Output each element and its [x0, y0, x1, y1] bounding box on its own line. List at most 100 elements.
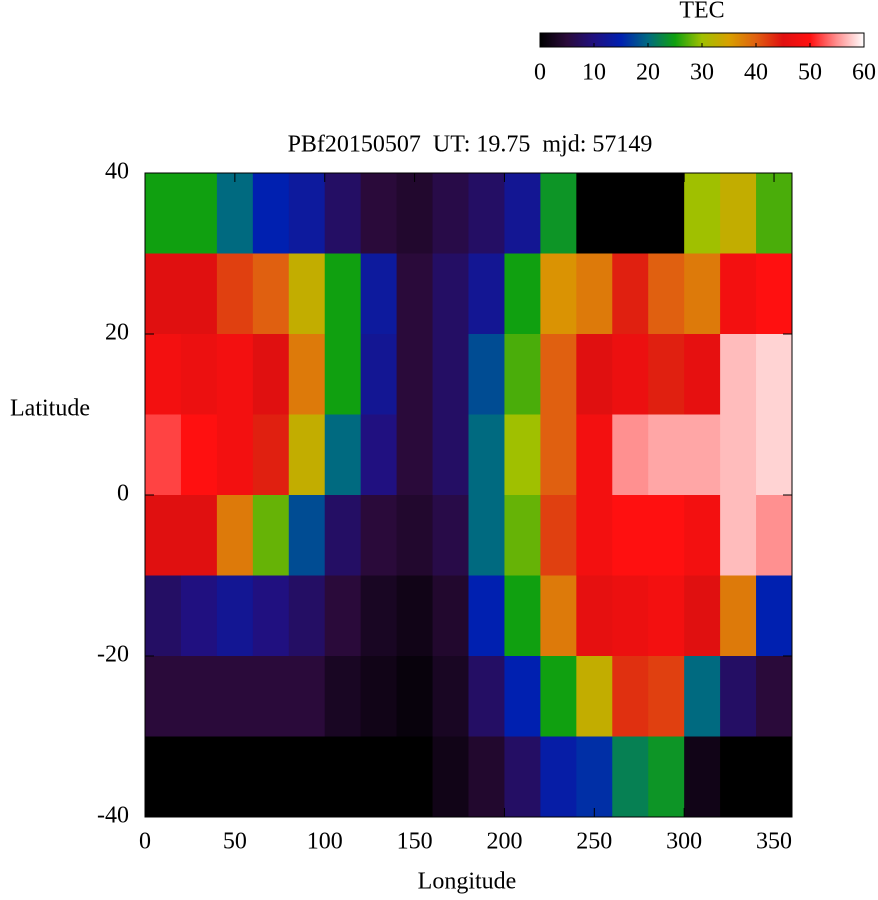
heat-cell [216, 495, 254, 576]
heat-cell [504, 736, 541, 818]
x-tick-label: 200 [486, 829, 522, 855]
heat-cell [684, 414, 721, 496]
heat-cell [288, 736, 326, 818]
heat-cell [720, 575, 757, 657]
heat-cell [216, 253, 254, 335]
heat-cell [324, 253, 362, 335]
y-tick-label: 0 [117, 481, 129, 507]
heat-cell [540, 253, 577, 335]
heat-cell [468, 414, 505, 496]
heat-cell [540, 173, 577, 254]
heat-cell [576, 414, 613, 496]
heat-cell [288, 575, 326, 657]
heat-cell [396, 173, 434, 254]
heat-cell [648, 736, 685, 818]
heat-cell [720, 656, 757, 737]
heat-cell [720, 495, 757, 576]
heat-cell [468, 253, 505, 335]
heat-cell [504, 414, 541, 496]
heat-cell [360, 334, 398, 415]
heat-cell [324, 736, 362, 818]
heat-cell [720, 334, 757, 415]
y-tick-label: -40 [97, 803, 129, 829]
heat-cell [324, 575, 362, 657]
heat-cell [684, 656, 721, 737]
heat-cell [756, 575, 793, 657]
x-tick-label: 250 [576, 829, 612, 855]
chart-title: PBf20150507 UT: 19.75 mjd: 57149 [288, 132, 653, 158]
heat-cell [468, 736, 505, 818]
heat-cell [288, 656, 326, 737]
heat-cell [252, 575, 290, 657]
heat-cell [324, 495, 362, 576]
x-tick-label: 300 [666, 829, 702, 855]
heat-cell [540, 495, 577, 576]
heat-cell [684, 736, 721, 818]
heat-cell [324, 173, 362, 254]
heat-cell [756, 414, 793, 496]
heat-cell [684, 575, 721, 657]
heat-cell [648, 334, 685, 415]
heat-cell [360, 495, 398, 576]
heat-cell [252, 736, 290, 818]
heat-cell [468, 495, 505, 576]
x-tick-label: 100 [307, 829, 343, 855]
heat-cell [396, 495, 434, 576]
heat-cell [540, 575, 577, 657]
heat-cell [145, 656, 182, 737]
heat-cell [432, 173, 469, 254]
colorbar-tick-label: 60 [852, 60, 876, 86]
heat-cell [432, 495, 469, 576]
heat-cell [145, 173, 182, 254]
heat-cell [396, 736, 434, 818]
heat-cell [432, 253, 469, 335]
heat-cell [468, 575, 505, 657]
y-axis-label: Latitude [10, 396, 90, 422]
heat-cell [432, 736, 469, 818]
heat-cell [756, 495, 793, 576]
heat-cell [756, 656, 793, 737]
heat-cell [360, 253, 398, 335]
heat-cell [216, 173, 254, 254]
heat-cell [720, 253, 757, 335]
heat-cell [288, 334, 326, 415]
heat-cell [720, 414, 757, 496]
heat-cell [145, 495, 182, 576]
heat-cell [145, 736, 182, 818]
heat-cell [576, 495, 613, 576]
heat-cell [648, 575, 685, 657]
heat-cell [432, 656, 469, 737]
heat-cell [648, 414, 685, 496]
heat-cell [252, 656, 290, 737]
heat-cell [612, 575, 649, 657]
heat-cell [145, 253, 182, 335]
heat-cell [396, 575, 434, 657]
heat-cell [360, 736, 398, 818]
heat-cell [612, 173, 649, 254]
heat-cell [180, 414, 218, 496]
heat-cell [288, 495, 326, 576]
heat-cell [612, 495, 649, 576]
heat-cell [540, 736, 577, 818]
heat-cell [756, 253, 793, 335]
heat-cell [504, 173, 541, 254]
heat-cell [576, 736, 613, 818]
heat-cell [180, 495, 218, 576]
x-tick-label: 150 [397, 829, 433, 855]
heat-cell [180, 736, 218, 818]
heat-cell [252, 173, 290, 254]
heat-cell [288, 173, 326, 254]
colorbar-tick-label: 10 [582, 60, 606, 86]
heat-cell [612, 414, 649, 496]
heat-cell [684, 173, 721, 254]
heat-cell [468, 334, 505, 415]
colorbar-title: TEC [679, 0, 724, 24]
heat-cell [252, 334, 290, 415]
heat-cell [468, 656, 505, 737]
heat-cell [432, 414, 469, 496]
heat-cell [648, 173, 685, 254]
heat-cell [432, 334, 469, 415]
heat-cell [648, 253, 685, 335]
